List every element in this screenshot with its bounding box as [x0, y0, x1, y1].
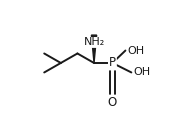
Text: P: P	[109, 57, 116, 69]
Text: O: O	[108, 96, 117, 109]
Polygon shape	[91, 35, 97, 63]
Text: NH₂: NH₂	[83, 37, 105, 48]
Text: OH: OH	[133, 67, 150, 77]
Text: OH: OH	[127, 45, 144, 56]
